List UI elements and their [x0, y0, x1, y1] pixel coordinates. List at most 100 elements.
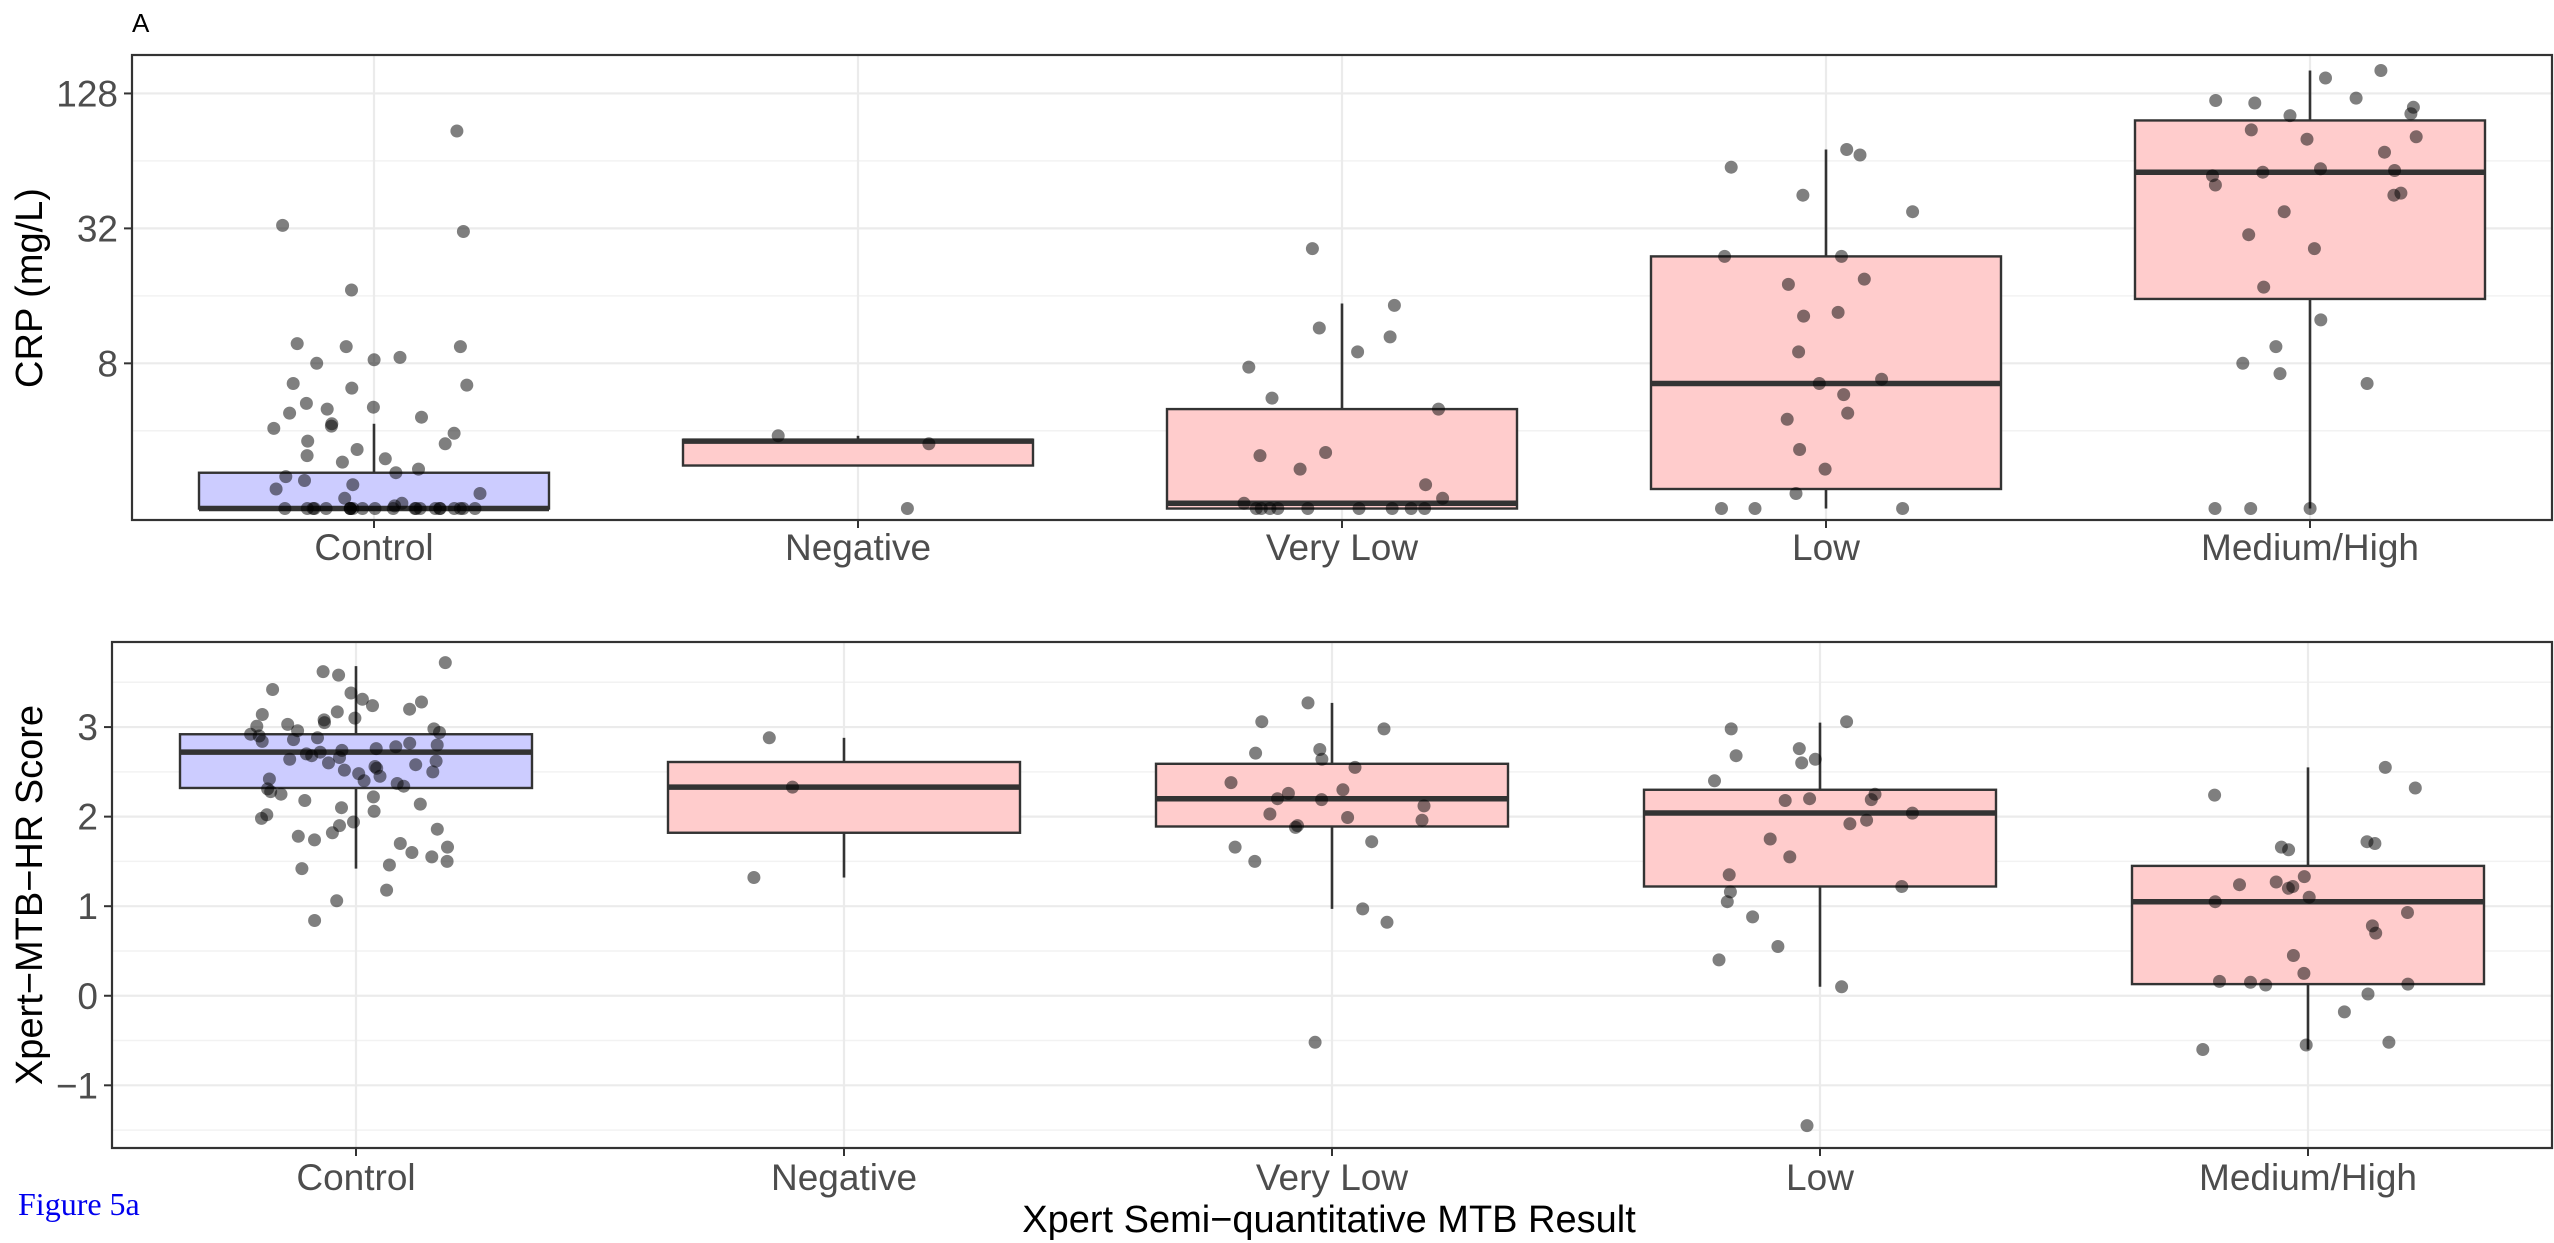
- data-point-medium-high: [2248, 96, 2262, 110]
- data-point-control: [255, 811, 268, 825]
- y-axis-title: CRP (mg/L): [9, 188, 51, 388]
- data-point-very-low: [1312, 321, 1326, 335]
- data-point-very-low: [1289, 820, 1302, 834]
- data-point-low: [1843, 817, 1857, 831]
- data-point-medium-high: [2269, 875, 2283, 889]
- data-point-low: [1789, 487, 1803, 500]
- data-point-medium-high: [2374, 64, 2388, 77]
- data-point-control: [440, 854, 454, 868]
- data-point-control: [311, 731, 324, 745]
- data-point-control: [319, 502, 333, 515]
- data-point-control: [310, 356, 324, 370]
- data-point-low: [1729, 749, 1743, 763]
- data-point-control: [290, 337, 304, 351]
- box-medium-high: [2130, 864, 2486, 986]
- data-point-very-low: [1255, 715, 1269, 729]
- data-point-low: [1841, 406, 1855, 420]
- data-point-low: [1864, 793, 1878, 807]
- data-point-very-low: [1385, 502, 1399, 515]
- data-point-control: [413, 797, 427, 811]
- data-point-low: [1812, 377, 1826, 390]
- data-point-control: [378, 452, 392, 466]
- data-point-low: [1778, 794, 1792, 807]
- data-point-very-low: [1336, 783, 1350, 797]
- data-point-control: [430, 822, 444, 836]
- data-point-control: [366, 790, 380, 804]
- data-point-medium-high: [2256, 165, 2270, 179]
- data-point-control: [369, 742, 383, 756]
- data-point-control: [324, 419, 338, 433]
- data-point-low: [1723, 885, 1737, 899]
- data-point-medium-high: [2368, 837, 2382, 850]
- data-point-medium-high: [2213, 974, 2226, 988]
- data-point-medium-high: [2300, 132, 2314, 146]
- data-point-control: [430, 738, 444, 752]
- data-point-control: [373, 769, 387, 783]
- data-point-very-low: [1383, 330, 1397, 344]
- data-point-very-low: [1387, 298, 1401, 312]
- data-point-medium-high: [2273, 367, 2287, 381]
- data-point-control: [368, 502, 382, 515]
- y-tick-label: 128: [56, 73, 118, 114]
- data-point-control: [343, 502, 357, 515]
- data-point-control: [316, 665, 330, 679]
- data-point-low: [1795, 756, 1809, 770]
- box-negative: [681, 438, 1035, 467]
- data-point-low: [1715, 502, 1728, 515]
- x-tick-label-very-low: Very Low: [1256, 1157, 1408, 1198]
- data-point-medium-high: [2233, 878, 2246, 892]
- data-point-low: [1808, 752, 1822, 766]
- x-tick-label-control: Control: [296, 1157, 415, 1198]
- data-point-low: [1840, 715, 1854, 729]
- data-point-medium-high: [2283, 109, 2297, 123]
- data-point-control: [262, 772, 276, 786]
- box-very-low: [1165, 407, 1519, 510]
- data-point-very-low: [1432, 402, 1445, 416]
- data-point-very-low: [1436, 491, 1450, 505]
- data-point-control: [335, 455, 349, 469]
- data-point-control: [405, 846, 419, 859]
- data-point-low: [1748, 502, 1762, 515]
- data-point-control: [335, 801, 348, 815]
- data-point-control: [429, 754, 443, 768]
- data-point-control: [433, 502, 447, 515]
- data-point-very-low: [1341, 811, 1355, 824]
- box-low: [1649, 255, 2003, 491]
- data-point-control: [367, 804, 381, 818]
- data-point-low: [1803, 792, 1817, 806]
- data-point-very-low: [1254, 502, 1268, 515]
- score-panel: −1 0 1 2 3 Control Negative Very Low Low Medium/H…: [9, 640, 2554, 1241]
- data-point-medium-high: [2378, 760, 2392, 774]
- data-point-control: [307, 502, 321, 515]
- data-point-low: [1722, 868, 1736, 882]
- data-point-low: [1781, 277, 1795, 291]
- data-point-medium-high: [2196, 1043, 2210, 1056]
- y-tick-label: 8: [97, 343, 118, 384]
- data-point-medium-high: [2302, 890, 2316, 904]
- data-point-medium-high: [2401, 906, 2414, 919]
- data-point-control: [380, 883, 394, 897]
- box-control: [178, 733, 534, 790]
- data-point-control: [291, 829, 305, 843]
- data-point-control: [468, 502, 482, 515]
- data-point-very-low: [1242, 360, 1256, 374]
- figure-caption-link[interactable]: Figure 5a: [18, 1186, 140, 1222]
- data-point-control: [447, 426, 461, 440]
- data-point-control: [389, 466, 403, 480]
- data-point-very-low: [1308, 1035, 1322, 1049]
- data-point-control: [386, 502, 400, 515]
- data-point-medium-high: [2244, 502, 2258, 515]
- data-point-low: [1708, 774, 1721, 788]
- data-point-very-low: [1248, 854, 1262, 868]
- data-point-very-low: [1418, 502, 1432, 515]
- data-point-very-low: [1380, 915, 1394, 929]
- data-point-very-low: [1271, 502, 1285, 515]
- data-point-medium-high: [2337, 1005, 2351, 1019]
- y-tick-label: 1: [77, 886, 98, 927]
- data-point-low: [1763, 832, 1777, 846]
- data-point-low: [1712, 953, 1726, 967]
- data-point-very-low: [1377, 722, 1391, 736]
- data-point-control: [355, 692, 369, 706]
- data-point-negative: [900, 502, 914, 515]
- box-negative: [666, 760, 1022, 834]
